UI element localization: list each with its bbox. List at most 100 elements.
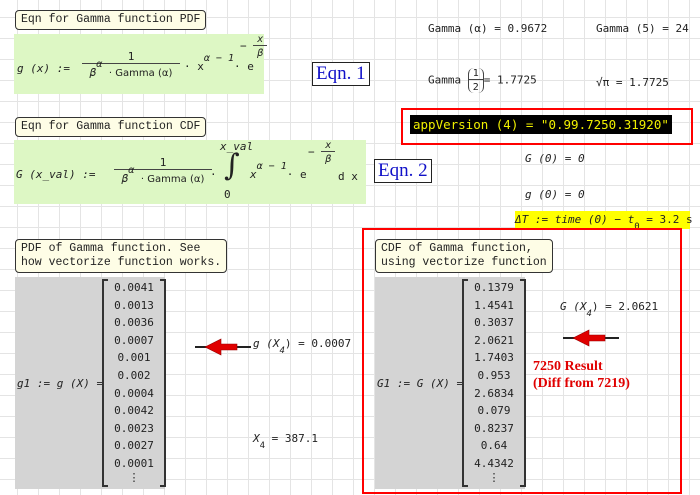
x-exp: α − 1 <box>203 53 234 64</box>
integral-lower: 0 <box>224 188 231 201</box>
beta: β <box>89 66 97 79</box>
x4-result[interactable]: X4 = 387.1 <box>253 432 319 451</box>
label-cdf-vectorize[interactable]: CDF of Gamma function, using vectorize f… <box>375 239 553 273</box>
half-den: 2 <box>468 79 483 93</box>
cdf-lhs: G (x_val) := <box>16 168 96 181</box>
label-pdf-eqn[interactable]: Eqn for Gamma function PDF <box>15 10 207 30</box>
G1-lhs: G1 := G (X) = <box>377 377 464 390</box>
x4-var: X <box>253 432 260 445</box>
beta: β <box>121 172 129 185</box>
gamma-den: · Gamma (α) <box>140 174 205 185</box>
gamma-alpha-result[interactable]: Gamma (α) = 0.9672 <box>428 22 548 35</box>
matrix-cell: 2.0621 <box>474 333 514 347</box>
minus: − <box>240 39 247 53</box>
matrix-cell: 0.3037 <box>474 316 514 330</box>
cdf-equation-region[interactable]: G (x_val) := 1 βα · Gamma (α) · x_val ∫ 0… <box>14 140 366 204</box>
matrix-cell: 0.8237 <box>474 421 514 435</box>
matrix-cell: 0.079 <box>477 404 511 418</box>
Gx4-result[interactable]: G (X4) = 2.0621 <box>560 300 659 319</box>
gamma-5-result[interactable]: Gamma (5) = 24 <box>596 22 689 35</box>
e-term: · e <box>286 168 307 181</box>
matrix-cell: 1.4541 <box>474 298 514 312</box>
matrix-cell: 0.0036 <box>114 316 154 330</box>
pdf-power: · xα − 1· e <box>184 53 254 73</box>
eqn1-tag[interactable]: Eqn. 1 <box>312 62 370 86</box>
matrix-cell: 0.0027 <box>114 439 154 453</box>
gamma-half-val: = 1.7725 <box>483 73 537 87</box>
G1-matrix: 0.1379 1.4541 0.3037 2.0621 1.7403 0.953 2.683… <box>462 279 526 487</box>
result-note: 7250 Result (Diff from 7219) <box>533 358 630 392</box>
g1-matrix: 0.0041 0.0013 0.0036 0.0007 0.001 0.002 0.0004… <box>102 279 166 487</box>
Gx4-sub: 4 <box>586 309 592 319</box>
delta-t-expr: ΔT := time (0) − t <box>515 213 635 226</box>
exp-num: x <box>257 34 264 45</box>
delta-t-result[interactable]: ΔT := time (0) − t0 = 3.2 s <box>515 211 693 232</box>
matrix-cell: 0.0013 <box>114 298 154 312</box>
arrow-left-icon <box>563 329 619 347</box>
matrix-cell: 0.002 <box>117 368 151 382</box>
Gx4-val: ) = 2.0621 <box>591 300 659 313</box>
g0-result[interactable]: g (0) = 0 <box>525 188 585 201</box>
matrix-cell: 0.0041 <box>114 281 154 294</box>
matrix-cell: 2.6834 <box>474 386 514 400</box>
numerator: 1 <box>127 50 135 63</box>
matrix-cell: ⋮ <box>488 470 500 484</box>
dot: · <box>210 168 217 181</box>
gx4-val: ) = 0.0007 <box>284 337 352 350</box>
gx4-sub: 4 <box>279 346 285 356</box>
t0-sub: 0 <box>634 222 640 232</box>
note-line2: (Diff from 7219) <box>533 376 630 391</box>
label-pdf-vectorize[interactable]: PDF of Gamma function. See how vectorize… <box>15 239 228 273</box>
app-version-result[interactable]: appVersion (4) = "0.99.7250.31920" <box>410 115 672 134</box>
matrix-cell: 0.0004 <box>114 386 154 400</box>
cdf-vector-region[interactable]: G1 := G (X) = 0.1379 1.4541 0.3037 2.0621 1.… <box>375 277 526 489</box>
alpha-exp: α <box>96 59 103 70</box>
app-version-highlight <box>401 108 693 145</box>
x-term: x <box>250 168 257 181</box>
matrix-cell: 0.1379 <box>474 281 514 294</box>
numerator: 1 <box>159 156 167 169</box>
pdf-fraction: 1 βα · Gamma (α) <box>82 50 180 79</box>
exp-den: β <box>253 45 268 59</box>
exp-den: β <box>321 151 336 165</box>
matrix-cell: ⋮ <box>128 470 140 484</box>
delta-t-val: = 3.2 s <box>639 213 693 226</box>
pdf-equation-region[interactable]: g (x) := 1 βα · Gamma (α) · xα − 1· e − x… <box>14 34 268 94</box>
G0-result[interactable]: G (0) = 0 <box>525 152 585 165</box>
matrix-cell: 0.0042 <box>114 404 154 418</box>
x4-sub: 4 <box>259 441 266 451</box>
integral-sign-icon: ∫ <box>224 148 240 183</box>
note-line1: 7250 Result <box>533 359 603 374</box>
x4-val: = 387.1 <box>265 432 319 445</box>
matrix-cell: 0.001 <box>117 351 151 365</box>
half-num: 1 <box>472 68 479 79</box>
matrix-cell: 0.0023 <box>114 421 154 435</box>
arrow-left-icon <box>195 338 251 356</box>
eqn2-tag[interactable]: Eqn. 2 <box>374 159 432 183</box>
gamma-fn: Gamma <box>428 73 462 87</box>
pdf-lhs: g (x) := <box>17 62 70 75</box>
matrix-cell: 4.4342 <box>474 456 514 470</box>
matrix-cell: 1.7403 <box>474 351 514 365</box>
label-cdf-eqn[interactable]: Eqn for Gamma function CDF <box>15 117 207 137</box>
gx4-expr: g (X <box>253 337 280 350</box>
g1-lhs: g1 := g (X) = <box>17 377 104 390</box>
gx4-result[interactable]: g (X4) = 0.0007 <box>253 337 352 356</box>
e-term: · e <box>233 60 254 73</box>
cdf-power: xα − 1· e <box>250 161 307 181</box>
alpha-exp: α <box>128 165 135 176</box>
x-exp: α − 1 <box>256 161 287 172</box>
sqrt-pi-result[interactable]: √π = 1.7725 <box>596 76 669 89</box>
pdf-vector-region[interactable]: g1 := g (X) = 0.0041 0.0013 0.0036 0.0007 0.… <box>15 277 166 489</box>
dx: d x <box>338 170 358 183</box>
minus: − <box>308 145 315 159</box>
gamma-half-result[interactable]: Gamma 1 2 = 1.7725 <box>428 68 537 93</box>
matrix-cell: 0.64 <box>480 439 508 453</box>
gamma-den: · Gamma (α) <box>108 68 173 79</box>
Gx4-expr: G (X <box>560 300 587 313</box>
x-term: · x <box>184 60 204 73</box>
cdf-highlight-box <box>362 228 682 494</box>
